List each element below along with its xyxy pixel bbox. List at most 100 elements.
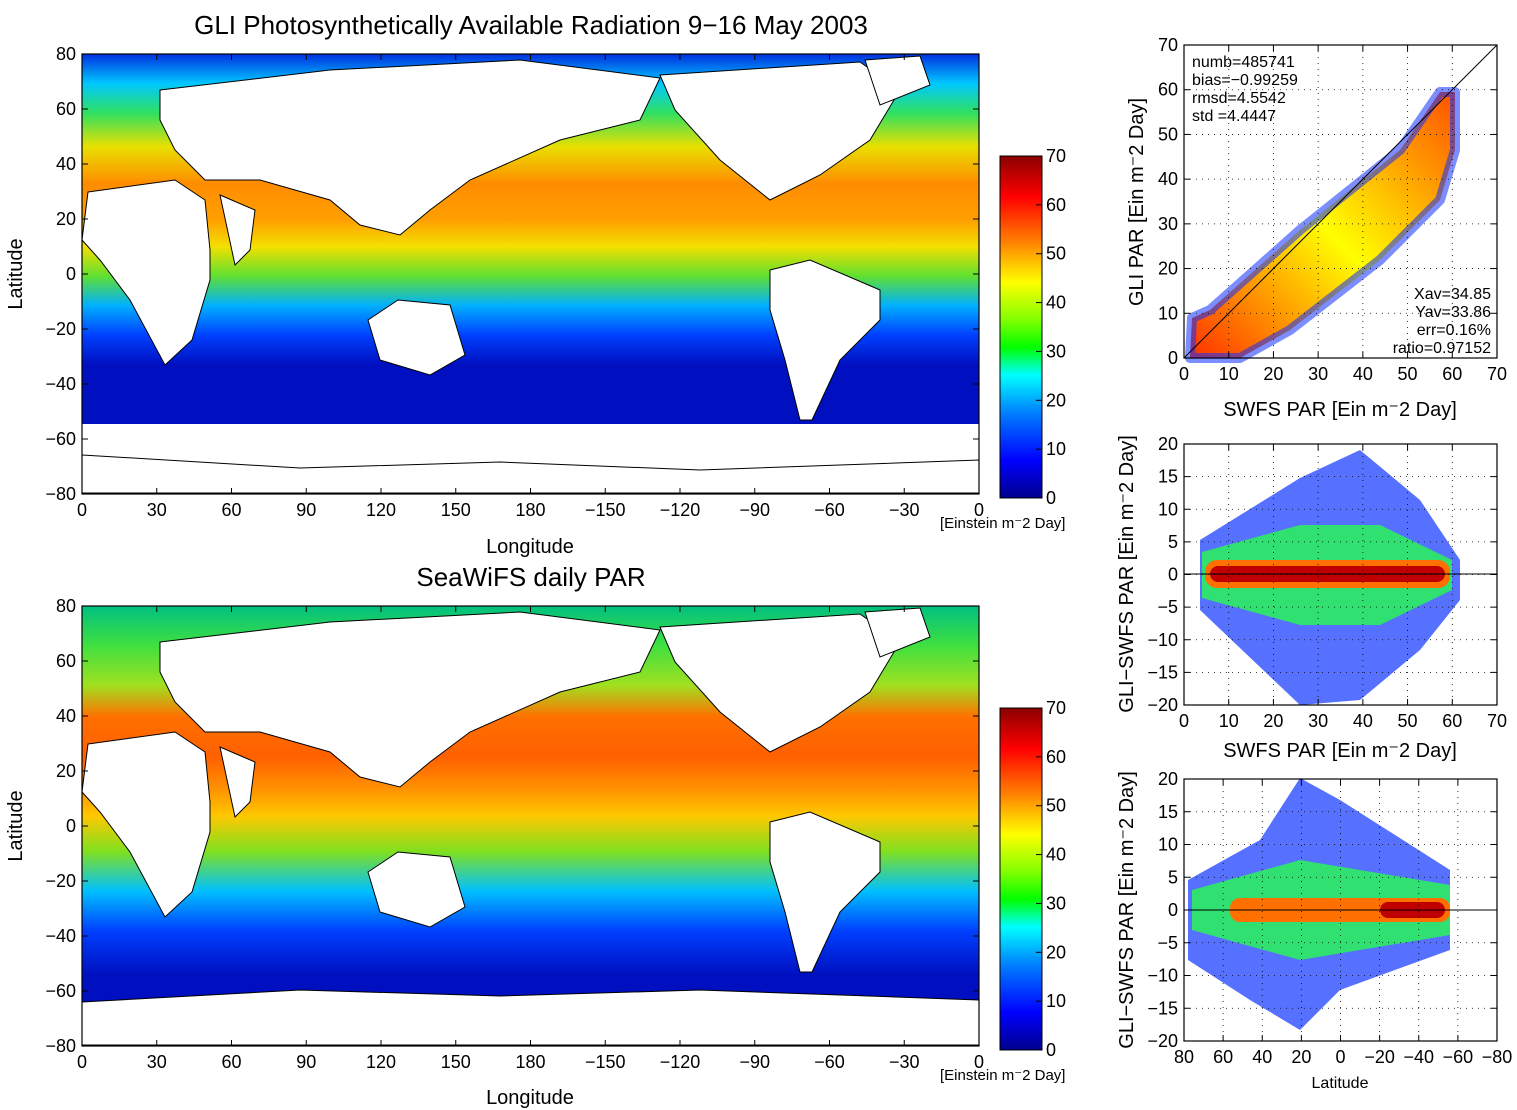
map1-xtick-label: −30	[889, 500, 920, 520]
scatter1-ylabel: GLI PAR [Ein m⁻2 Day]	[1126, 98, 1148, 306]
map1-land	[81, 55, 980, 494]
scatter2-xtick-label: 0	[1179, 711, 1189, 731]
map2-xlabel: Longitude	[486, 1087, 574, 1109]
scatter1-stat-std: std =4.4447	[1192, 108, 1276, 125]
scatter1-xlabel: SWFS PAR [Ein m⁻2 Day]	[1223, 399, 1457, 421]
map1-xtick-label: −120	[660, 500, 701, 520]
scatter1-stat-err: err=0.16%	[1417, 322, 1491, 339]
map2-ytick-label: 40	[56, 706, 76, 726]
scatter2-ytick-label: −10	[1147, 630, 1178, 650]
map2-xtick-label: 0	[77, 1052, 87, 1072]
map2-xtick-label: −30	[889, 1052, 920, 1072]
map-panel-seawifs: SeaWiFS daily PAR 0 30 60 90 120 150 180 −150 −1…	[5, 562, 1066, 1109]
map1-colorbar-tick-label: 50	[1046, 244, 1066, 264]
scatter3-ytick-label: −10	[1147, 966, 1178, 986]
map1-colorbar: 0 10 20 30 40 50 60 70 [Einstein m⁻2 Day]	[940, 146, 1066, 532]
map1-colorbar-tick-label: 70	[1046, 146, 1066, 166]
map1-xlabel: Longitude	[486, 536, 574, 558]
scatter3-ylabel: GLI−SWFS PAR [Ein m⁻2 Day]	[1116, 771, 1138, 1048]
map1-ytick-label: 80	[56, 44, 76, 64]
scatter3-xtick-label: 0	[1335, 1047, 1345, 1067]
scatter2-ytick-label: −5	[1157, 597, 1178, 617]
map1-xtick-label: 0	[77, 500, 87, 520]
map1-xtick-label: 120	[366, 500, 396, 520]
map1-ytick-label: −60	[45, 429, 76, 449]
scatter1-xtick-label: 50	[1398, 364, 1418, 384]
map1-colorbar-tick-label: 40	[1046, 293, 1066, 313]
map2-title: SeaWiFS daily PAR	[416, 562, 645, 592]
scatter3-ytick-label: 10	[1158, 835, 1178, 855]
map2-colorbar-tick-label: 30	[1046, 893, 1066, 913]
map1-xtick-label: 60	[221, 500, 241, 520]
map1-ytick-label: 40	[56, 154, 76, 174]
map2-colorbar-unit: [Einstein m⁻2 Day]	[940, 1067, 1065, 1084]
scatter1-plot-frame	[1183, 44, 1498, 359]
scatter1-xtick-label: 10	[1219, 364, 1239, 384]
scatter1-ytick-label: 10	[1158, 303, 1178, 323]
scatter2-xtick-label: 60	[1442, 711, 1462, 731]
map2-colorbar-tick-label: 40	[1046, 845, 1066, 865]
map2-xtick-label: 180	[515, 1052, 545, 1072]
map2-land	[81, 607, 980, 1046]
map2-xtick-label: −90	[739, 1052, 770, 1072]
map2-xtick-label: 90	[296, 1052, 316, 1072]
map2-ytick-label: 0	[66, 816, 76, 836]
scatter2-xlabel: SWFS PAR [Ein m⁻2 Day]	[1223, 740, 1457, 762]
map2-xtick-label: −150	[585, 1052, 626, 1072]
scatter2-xtick-label: 30	[1308, 711, 1328, 731]
map1-ylabel: Latitude	[5, 238, 27, 309]
map2-xtick-label: 120	[366, 1052, 396, 1072]
map2-ylabel: Latitude	[5, 790, 27, 861]
scatter3-ytick-label: 5	[1168, 867, 1178, 887]
map2-xtick-label: −120	[660, 1052, 701, 1072]
scatter2-xtick-label: 70	[1487, 711, 1507, 731]
scatter3-ytick-label: 20	[1158, 769, 1178, 789]
scatter3-ytick-label: −5	[1157, 933, 1178, 953]
scatter1-ytick-label: 40	[1158, 169, 1178, 189]
scatter-gli-vs-swfs: 0 10 20 30 40 50 60 70 70 60 50 40 30 20 10 0 numb=4857…	[1126, 35, 1507, 421]
map1-xtick-label: 30	[147, 500, 167, 520]
map2-colorbar-tick-label: 70	[1046, 698, 1066, 718]
scatter1-reference-line	[1183, 44, 1498, 359]
scatter3-ytick-label: −15	[1147, 998, 1178, 1018]
scatter1-xtick-label: 20	[1263, 364, 1283, 384]
map2-colorbar-tick-label: 50	[1046, 796, 1066, 816]
map1-colorbar-tick-label: 10	[1046, 439, 1066, 459]
scatter1-xtick-label: 0	[1179, 364, 1189, 384]
scatter3-ytick-label: −20	[1147, 1031, 1178, 1051]
map2-xtick-label: 0	[974, 1052, 984, 1072]
scatter2-ytick-label: 10	[1158, 499, 1178, 519]
scatter1-xtick-label: 70	[1487, 364, 1507, 384]
map1-xtick-label: −90	[739, 500, 770, 520]
map1-ytick-label: −20	[45, 319, 76, 339]
map1-xtick-label: −150	[585, 500, 626, 520]
scatter2-ylabel: GLI−SWFS PAR [Ein m⁻2 Day]	[1116, 435, 1138, 712]
map2-colorbar-tick-label: 60	[1046, 747, 1066, 767]
map2-colorbar: 0 10 20 30 40 50 60 70 [Einstein m⁻2 Day]	[940, 698, 1066, 1084]
scatter1-stat-rmsd: rmsd=4.5542	[1192, 90, 1286, 107]
scatter3-xtick-label: −20	[1364, 1047, 1395, 1067]
scatter1-stat-ratio: ratio=0.97152	[1393, 340, 1491, 357]
scatter3-xtick-label: 60	[1213, 1047, 1233, 1067]
scatter2-ytick-label: −20	[1147, 695, 1178, 715]
map1-xtick-label: −60	[814, 500, 845, 520]
scatter1-ytick-label: 30	[1158, 214, 1178, 234]
scatter2-ytick-label: 5	[1168, 532, 1178, 552]
scatter1-xtick-label: 60	[1442, 364, 1462, 384]
map2-colorbar-tick-label: 20	[1046, 942, 1066, 962]
map1-colorbar-tick-label: 0	[1046, 488, 1056, 508]
scatter2-ytick-label: 0	[1168, 565, 1178, 585]
scatter2-xtick-label: 10	[1219, 711, 1239, 731]
scatter2-ytick-label: 15	[1158, 467, 1178, 487]
scatter1-ytick-label: 0	[1168, 348, 1178, 368]
scatter1-xtick-label: 30	[1308, 364, 1328, 384]
scatter3-xtick-label: −80	[1482, 1047, 1513, 1067]
scatter3-xtick-label: −40	[1403, 1047, 1434, 1067]
map1-xtick-label: 180	[515, 500, 545, 520]
map1-xtick-label: 90	[296, 500, 316, 520]
scatter2-ytick-label: 20	[1158, 434, 1178, 454]
map2-xtick-label: 60	[221, 1052, 241, 1072]
scatter1-ytick-label: 60	[1158, 80, 1178, 100]
map1-colorbar-tick-label: 60	[1046, 195, 1066, 215]
